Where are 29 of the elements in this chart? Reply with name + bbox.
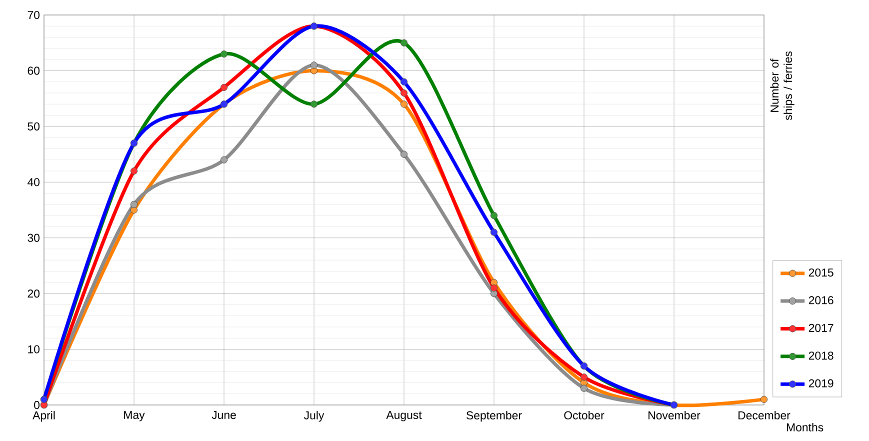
point xyxy=(130,200,138,208)
y-tick-label: 50 xyxy=(28,122,40,130)
x-tick-label: June xyxy=(212,411,236,419)
x-tick-label: July xyxy=(304,411,324,422)
legend-label: 2017 xyxy=(808,324,834,332)
x-tick-label: December xyxy=(738,411,790,420)
x-tick-label: September xyxy=(466,411,522,422)
y-tick-label: 0 xyxy=(34,400,40,410)
y-tick-label: 10 xyxy=(28,345,40,354)
y-tick-label: 30 xyxy=(28,234,40,242)
point xyxy=(400,150,408,158)
legend-label: 2016 xyxy=(808,296,834,304)
legend-label: 2019 xyxy=(808,379,834,388)
legend-label: 2015 xyxy=(808,268,834,277)
x-tick-label: May xyxy=(124,411,145,422)
y-tick-label: 70 xyxy=(28,10,40,20)
y-tick-label: 20 xyxy=(28,290,40,298)
x-axis-title: Months xyxy=(786,423,824,432)
x-tick-label: April xyxy=(32,411,55,422)
y-tick-label: 40 xyxy=(28,178,40,186)
y-axis-title: Number of ships / ferries xyxy=(770,51,794,120)
y-tick-label: 60 xyxy=(28,66,40,75)
x-tick-label: November xyxy=(648,411,700,420)
point xyxy=(580,384,588,392)
x-tick-label: October xyxy=(564,411,604,420)
legend-label: 2018 xyxy=(808,352,834,360)
point xyxy=(310,62,318,69)
point xyxy=(220,156,228,164)
x-tick-label: August xyxy=(386,411,422,422)
